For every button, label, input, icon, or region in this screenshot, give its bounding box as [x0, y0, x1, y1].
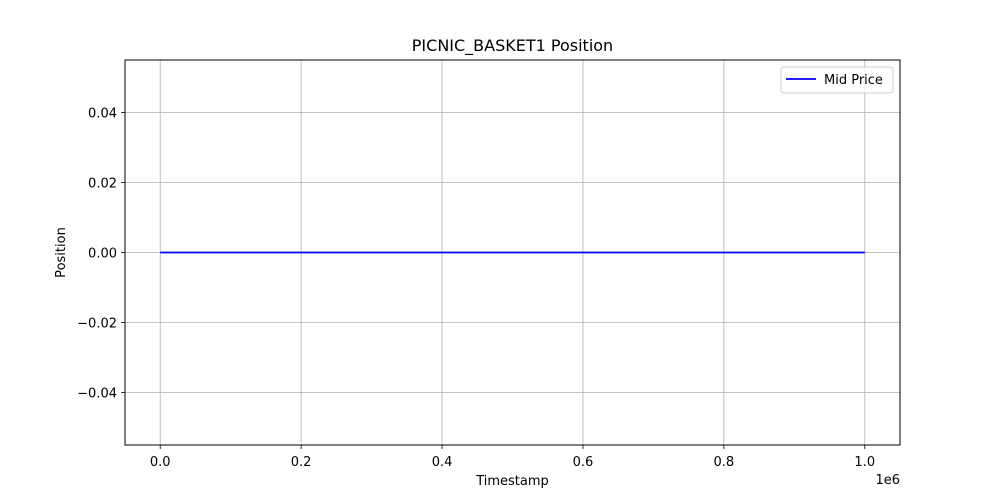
legend-box — [780, 66, 894, 94]
x-tick-label: 0.6 — [573, 455, 594, 470]
y-tick-label: 0.00 — [88, 247, 117, 262]
x-tick-label: 0.0 — [150, 455, 171, 470]
x-axis-offset-label: 1e6 — [875, 473, 900, 488]
legend: Mid Price — [780, 66, 894, 94]
x-tick-label: 0.4 — [432, 455, 453, 470]
legend-label: Mid Price — [824, 73, 883, 88]
y-tick-label: 0.02 — [88, 177, 117, 192]
chart-title: PICNIC_BASKET1 Position — [412, 36, 613, 56]
ticks: 0.0 0.2 0.4 0.6 0.8 1.0 0.04 0.02 0.00 −0.02 −0.04 — [77, 107, 875, 471]
x-axis-label: Timestamp — [475, 474, 549, 489]
x-tick-label: 0.2 — [291, 455, 312, 470]
x-tick-label: 1.0 — [854, 455, 875, 470]
x-tick-label: 0.8 — [714, 455, 735, 470]
y-tick-label: −0.04 — [77, 387, 117, 402]
y-axis-label: Position — [54, 227, 69, 278]
y-tick-label: 0.04 — [88, 107, 117, 122]
y-tick-label: −0.02 — [77, 317, 117, 332]
